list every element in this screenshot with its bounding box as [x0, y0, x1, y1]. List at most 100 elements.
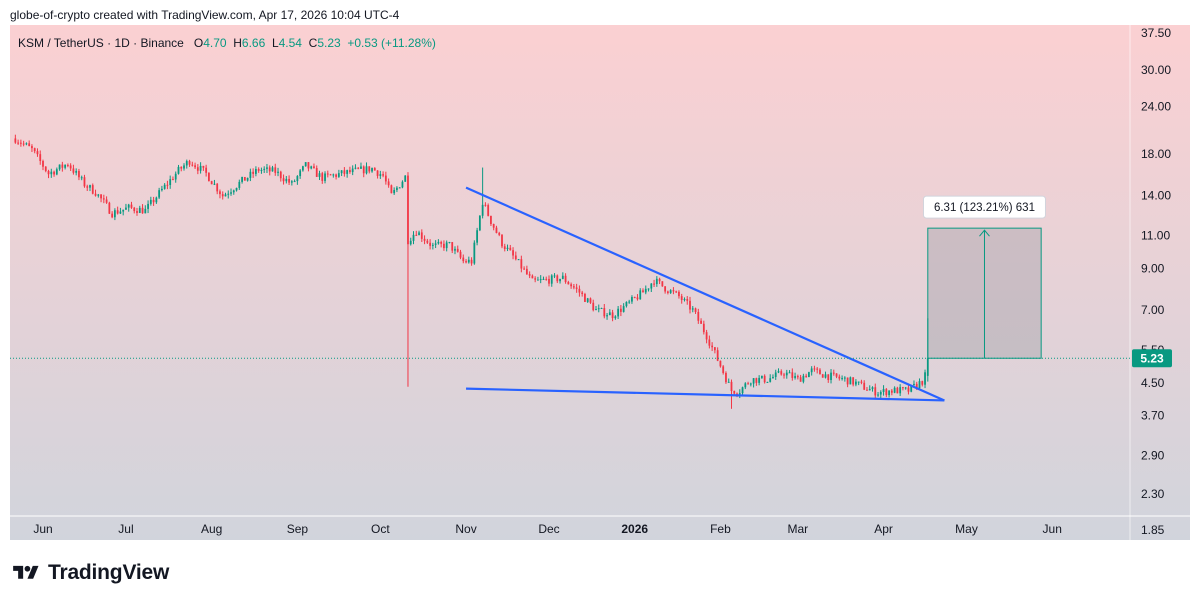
candle-body — [271, 167, 274, 172]
candle-body — [66, 164, 69, 166]
candle-body — [313, 166, 315, 169]
candle-body — [915, 383, 918, 389]
candles — [14, 134, 929, 409]
candle-body — [653, 283, 655, 285]
candle-body — [91, 185, 94, 194]
candle-body — [266, 167, 268, 169]
close-value: 5.23 — [317, 36, 341, 50]
open-value: 4.70 — [203, 36, 227, 50]
candle-body — [22, 143, 25, 145]
time-tick-label: Jul — [118, 522, 133, 536]
candle-body — [127, 204, 130, 208]
candle-body — [755, 378, 758, 383]
trendlines[interactable] — [465, 186, 945, 402]
candle-body — [185, 161, 188, 166]
candle-body — [564, 275, 567, 283]
time-axis[interactable]: Jun Jul Aug Sep Oct Nov Dec 2026 Feb Mar Apr May Jun — [33, 522, 1062, 536]
candle-body — [514, 255, 517, 260]
candle-body — [188, 161, 191, 165]
candle-body — [17, 142, 20, 144]
price-tick-label: 7.00 — [1141, 303, 1165, 317]
candle-body — [561, 275, 564, 279]
candle-body — [788, 372, 791, 374]
last-price-marker: 5.23 — [10, 349, 1172, 368]
brand-name: TradingView — [48, 561, 170, 584]
candle-body — [75, 170, 78, 173]
candle-body — [713, 347, 716, 351]
candle-body — [501, 234, 503, 247]
candle-body — [138, 207, 141, 213]
candle-body — [31, 146, 33, 149]
time-tick-label: May — [955, 522, 978, 536]
symbol-title[interactable]: KSM / TetherUS · 1D · Binance — [18, 36, 184, 50]
candle-body — [595, 309, 597, 311]
candle-body — [196, 167, 199, 171]
candle-body — [404, 175, 407, 182]
candle-body — [802, 375, 805, 382]
candle-body — [484, 204, 487, 206]
candle-body — [373, 168, 376, 171]
tradingview-brand: TradingView — [12, 560, 169, 586]
candle-body — [183, 165, 185, 169]
candle-body — [843, 377, 846, 379]
candle-body — [255, 168, 257, 174]
candle-body — [592, 302, 595, 311]
candle-body — [304, 162, 307, 167]
candle-body — [650, 283, 653, 289]
candle-body — [235, 187, 238, 191]
candle-body — [166, 184, 169, 186]
chart-area[interactable]: 6.31 (123.21%) 631 37.50 30.00 24.00 18.00 1… — [10, 25, 1190, 540]
candle-body — [774, 372, 777, 377]
candle-body — [849, 377, 852, 385]
candle-body — [796, 376, 799, 378]
candle-body — [155, 197, 158, 203]
symbol-legend: KSM / TetherUS · 1D · Binance O4.70 H6.6… — [18, 36, 436, 50]
candle-body — [194, 165, 196, 168]
price-tick-label: 4.50 — [1141, 376, 1165, 390]
candle-body — [136, 211, 138, 213]
candle-body — [885, 389, 888, 396]
candle-body — [69, 165, 72, 169]
candle-body — [733, 391, 736, 394]
candle-body — [597, 308, 600, 310]
candle-body — [152, 199, 155, 203]
candle-body — [644, 288, 647, 293]
change-value: +0.53 (+11.28%) — [347, 36, 436, 50]
candle-body — [777, 371, 780, 373]
candle-body — [675, 291, 678, 293]
candle-body — [346, 170, 349, 174]
candle-body — [384, 175, 387, 182]
candle-body — [53, 171, 55, 175]
candle-body — [879, 391, 882, 395]
candle-body — [658, 278, 661, 282]
candle-body — [691, 308, 694, 310]
candle-body — [736, 393, 738, 395]
candle-body — [440, 241, 443, 244]
candle-body — [503, 246, 506, 250]
candle-body — [871, 387, 874, 390]
price-tick-label: 2.30 — [1141, 487, 1165, 501]
candle-body — [799, 377, 802, 382]
candle-body — [866, 389, 868, 391]
candle-body — [296, 176, 299, 182]
candle-body — [689, 300, 691, 310]
price-range-measure[interactable]: 6.31 (123.21%) 631 — [922, 195, 1046, 359]
candle-body — [860, 381, 863, 383]
candle-body — [448, 242, 451, 244]
candle-body — [694, 308, 697, 312]
candle-body — [575, 287, 578, 289]
price-chart[interactable]: 6.31 (123.21%) 631 37.50 30.00 24.00 18.00 1… — [10, 25, 1190, 540]
candle-body — [553, 275, 556, 277]
chart-background — [10, 25, 1190, 540]
candle-body — [606, 315, 608, 317]
candle-body — [227, 193, 230, 195]
candle-body — [64, 164, 67, 168]
candle-body — [852, 377, 855, 385]
candle-body — [357, 167, 360, 169]
candle-body — [349, 170, 351, 173]
candle-body — [902, 387, 904, 389]
candle-body — [910, 385, 913, 392]
high-value: 6.66 — [241, 36, 266, 50]
open-label: O — [193, 36, 204, 50]
candle-body — [520, 259, 523, 269]
